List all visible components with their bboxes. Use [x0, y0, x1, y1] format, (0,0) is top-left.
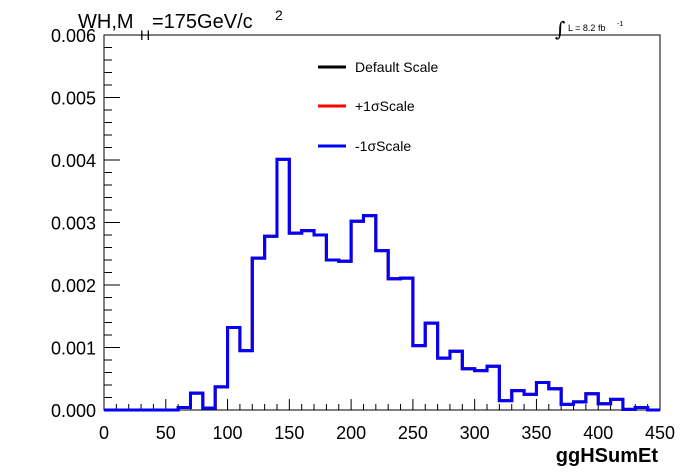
legend: Default Scale +1σScale -1σScale	[318, 59, 438, 154]
title-value: =175GeV/c	[152, 11, 253, 33]
integral-icon: ∫	[555, 17, 565, 41]
chart-title: WH,M H =175GeV/c 2	[78, 7, 283, 43]
x-tick-label: 350	[521, 423, 551, 443]
y-tick-label: 0.000	[51, 401, 96, 421]
x-tick-label: 450	[645, 423, 675, 443]
title-main: WH,M	[78, 11, 134, 33]
title-subscript: H	[140, 27, 150, 43]
x-tick-label: 50	[156, 423, 176, 443]
y-tick-label: 0.002	[51, 276, 96, 296]
series-line-0	[104, 157, 660, 412]
y-tick-label: 0.001	[51, 339, 96, 359]
x-tick-label: 250	[398, 423, 428, 443]
lumi-text: L = 8.2 fb	[568, 23, 605, 33]
lumi-exponent: -1	[617, 21, 623, 28]
x-tick-label: 300	[460, 423, 490, 443]
y-tick-label: 0.006	[51, 26, 96, 46]
legend-label: Default Scale	[355, 59, 438, 75]
y-tick-label: 0.004	[51, 151, 96, 171]
legend-label: +1σScale	[355, 98, 415, 114]
legend-label: -1σScale	[355, 138, 411, 154]
series-line-2	[104, 157, 660, 412]
x-tick-label: 0	[99, 423, 109, 443]
series-layer	[104, 157, 660, 412]
plot-frame	[103, 34, 661, 411]
luminosity-label: ∫ L = 8.2 fb -1	[555, 17, 623, 41]
title-superscript: 2	[275, 7, 283, 23]
x-tick-label: 150	[274, 423, 304, 443]
x-tick-label: 100	[213, 423, 243, 443]
x-tick-label: 400	[583, 423, 613, 443]
series-line-1	[104, 157, 660, 412]
x-axis-title: ggHSumEt	[556, 445, 659, 467]
axes: 0 50 100 150 200 250 300 350 400 450 0.000 0.001 0.0…	[51, 26, 675, 443]
y-tick-label: 0.005	[51, 89, 96, 109]
y-tick-label: 0.003	[51, 214, 96, 234]
x-tick-label: 200	[336, 423, 366, 443]
